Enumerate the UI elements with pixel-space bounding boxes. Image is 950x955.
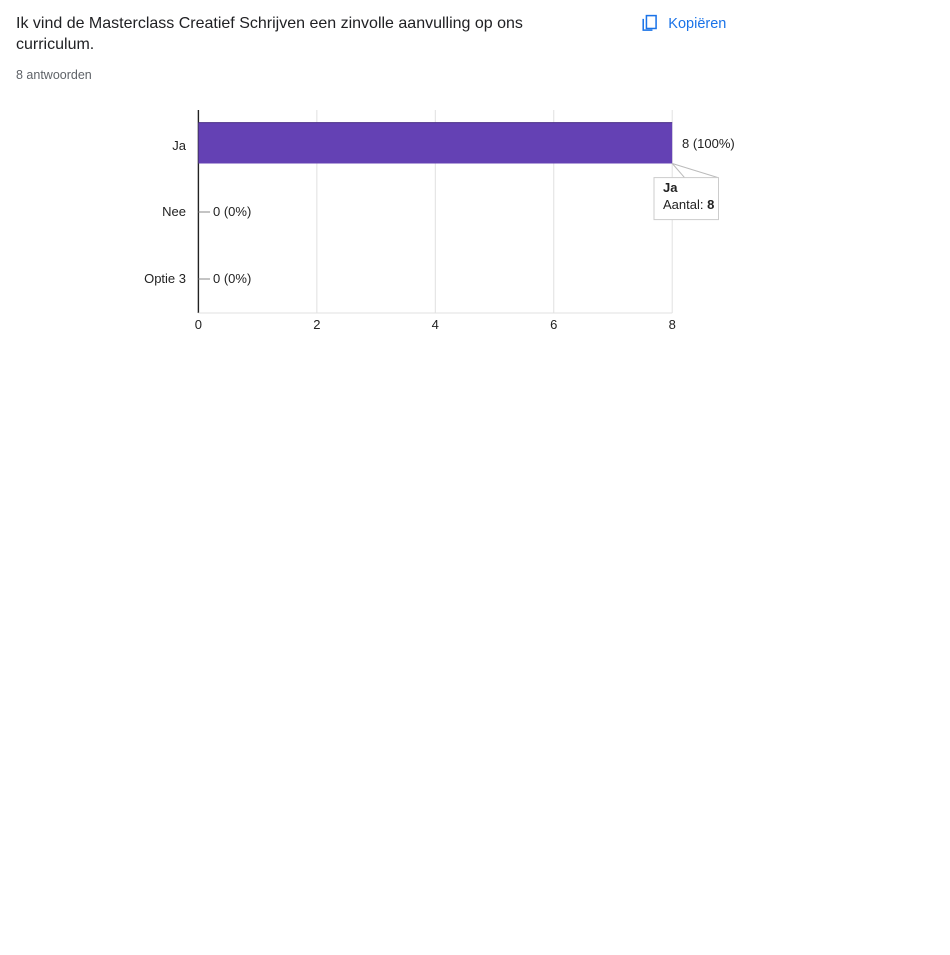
svg-text:Ja: Ja — [663, 180, 678, 195]
svg-text:Ja: Ja — [172, 138, 187, 153]
svg-text:2: 2 — [313, 317, 320, 332]
svg-text:0: 0 — [195, 317, 202, 332]
svg-text:Nee: Nee — [162, 204, 186, 219]
svg-text:4: 4 — [432, 317, 439, 332]
svg-text:0 (0%): 0 (0%) — [213, 271, 251, 286]
svg-text:Optie 3: Optie 3 — [144, 271, 186, 286]
svg-text:6: 6 — [550, 317, 557, 332]
svg-text:Aantal: 8: Aantal: 8 — [663, 197, 714, 212]
svg-text:8: 8 — [669, 317, 676, 332]
svg-text:8 (100%): 8 (100%) — [682, 136, 735, 151]
svg-text:0 (0%): 0 (0%) — [213, 204, 251, 219]
